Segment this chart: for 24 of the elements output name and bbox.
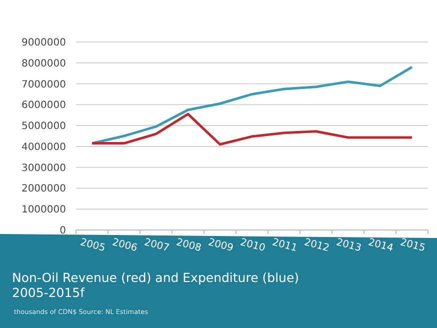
- x-tick-label: 2012: [302, 236, 330, 254]
- x-tick-label: 2009: [206, 236, 234, 254]
- y-tick-label: 5000000: [21, 121, 66, 132]
- y-tick-label: 2000000: [21, 184, 66, 195]
- y-tick-label: 4000000: [21, 142, 66, 153]
- y-tick-label: 8000000: [21, 58, 66, 70]
- x-tick-label: 2014: [366, 236, 394, 254]
- x-tick-label: 2010: [238, 236, 266, 254]
- x-tick-label: 2005: [78, 236, 106, 254]
- x-tick-label: 2007: [142, 236, 170, 254]
- y-tick-label: 1000000: [21, 204, 66, 216]
- y-tick-label: 9000000: [21, 38, 66, 48]
- y-tick-label: 3000000: [21, 162, 66, 174]
- text: Non-Oil Revenue (red) and Expenditure (blue) 2005-2015f: [12, 270, 300, 300]
- y-tick-label: 0: [60, 226, 66, 236]
- y-tick-label: 6000000: [21, 100, 66, 112]
- y-tick-label: 7000000: [21, 79, 66, 90]
- x-tick-label: 2011: [270, 236, 298, 254]
- line-series: [90, 66, 414, 145]
- x-tick-label: 2006: [110, 236, 138, 254]
- x-tick-label: 2013: [334, 236, 362, 254]
- x-tick-label: 2015: [398, 236, 426, 254]
- x-tick-label: 2008: [174, 236, 202, 254]
- line-series: [90, 112, 414, 146]
